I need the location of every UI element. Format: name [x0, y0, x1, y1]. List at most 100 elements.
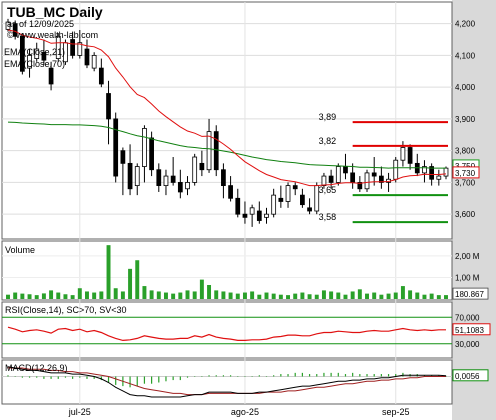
volume-bar [415, 292, 420, 299]
macd-histogram-bar [352, 372, 354, 377]
macd-histogram-bar [387, 374, 390, 377]
candle-body [170, 175, 176, 183]
candle-body [206, 131, 212, 171]
macd-histogram-bar [359, 374, 361, 377]
volume-bar [171, 293, 176, 299]
candle-body [163, 175, 169, 187]
macd-line [7, 366, 447, 398]
volume-last-label: 180.867 [455, 290, 484, 299]
macd-histogram-bar [79, 376, 81, 378]
macd-histogram-bar [308, 374, 311, 377]
ema70-line [7, 121, 446, 169]
ema21-legend: EMA(Close,21) [4, 47, 65, 57]
as-of-date: as of 12/09/2025 [7, 19, 74, 29]
macd-histogram-bar [100, 376, 102, 381]
candle-body [127, 162, 133, 190]
candle-body [343, 166, 348, 174]
candle-body [106, 93, 111, 120]
volume-bar [120, 291, 125, 299]
candle-body [77, 42, 83, 56]
volume-bar [408, 290, 413, 299]
macd-histogram-bar [93, 376, 95, 379]
macd-histogram-bar [222, 375, 225, 377]
volume-bar [135, 260, 140, 299]
candle-body [149, 137, 154, 171]
level-label: 3,65 [319, 185, 337, 195]
badge-label-last: 3,730 [455, 169, 476, 178]
candle-body [12, 23, 18, 37]
macd-histogram-bar [423, 375, 426, 377]
macd-histogram-bar [402, 372, 404, 377]
axis-labels: 4,200 4,100 4,000 3,900 3,800 3,700 3,600 jul-2… [68, 20, 491, 417]
macd-last-label: 0,0056 [455, 372, 480, 381]
volume-bar [6, 294, 10, 299]
candle-body [321, 175, 327, 187]
volume-bar [85, 291, 89, 299]
volume-bar [163, 292, 168, 299]
macd-histogram-bar [366, 374, 368, 377]
candle-body [285, 185, 291, 202]
volume-bar [343, 294, 348, 299]
macd-histogram-bar [107, 376, 110, 383]
volume-bar [149, 290, 154, 299]
volume-bar [314, 294, 319, 299]
candle-body [19, 35, 25, 72]
macd-histogram-bar [280, 374, 282, 377]
macd-histogram-bar [273, 375, 275, 377]
candle-body [98, 67, 104, 85]
macd-histogram-bar [229, 375, 232, 377]
volume-bar [142, 286, 147, 299]
macd-histogram-bar [43, 376, 45, 379]
macd-histogram-bar [172, 376, 174, 381]
volume-series [6, 245, 448, 299]
candle-body [400, 147, 406, 161]
macd-histogram-bar [201, 376, 203, 377]
macd-histogram-bar [21, 376, 23, 378]
candle-body [393, 159, 399, 180]
volume-bar [429, 293, 434, 299]
macd-histogram-bar [258, 375, 260, 377]
volume-bar [27, 294, 32, 299]
volume-bar [228, 292, 233, 299]
macd-histogram-bar [373, 374, 375, 377]
volume-bar [221, 291, 226, 299]
volume-bar [106, 245, 111, 299]
candle-body [228, 185, 233, 199]
volume-title: Volume [5, 245, 35, 255]
site-credit: © www.wealth-lab.com [7, 30, 98, 40]
volume-bar [113, 288, 118, 299]
volume-bar [235, 293, 240, 299]
candle-body [264, 213, 269, 218]
macd-histogram-bar [136, 376, 138, 387]
volume-bar [257, 294, 262, 299]
right-axis-background [452, 0, 496, 420]
rsi-line [7, 326, 446, 342]
candle-body [335, 166, 341, 183]
volume-bar [379, 294, 384, 299]
candle-body [34, 48, 40, 59]
candle-body [221, 169, 226, 187]
volume-bar [307, 294, 312, 299]
candle-body [177, 182, 183, 193]
chart-title: TUB_MC Daily [7, 4, 103, 20]
macd-histogram-bar [301, 372, 303, 377]
macd-histogram-bar [294, 372, 296, 377]
macd-histogram-bar [28, 376, 31, 378]
candle-body [134, 166, 140, 187]
candle-body [422, 166, 427, 174]
candle-body [242, 213, 248, 218]
x-tick-label: ago-25 [231, 407, 259, 417]
macd-series [7, 366, 447, 398]
candle-body [213, 131, 219, 171]
candle-body [120, 150, 126, 164]
rsi-title: RSI(Close,14), SC>70, SV<30 [5, 305, 127, 315]
volume-bar [444, 295, 448, 299]
volume-bar [400, 286, 405, 299]
macd-histogram-bar [151, 376, 153, 384]
macd-histogram-bar [323, 372, 325, 377]
macd-histogram-bar [438, 375, 440, 377]
candle-body [307, 207, 312, 212]
candle-body [185, 182, 190, 190]
macd-histogram-bar [251, 376, 253, 377]
badge-last [452, 166, 480, 179]
